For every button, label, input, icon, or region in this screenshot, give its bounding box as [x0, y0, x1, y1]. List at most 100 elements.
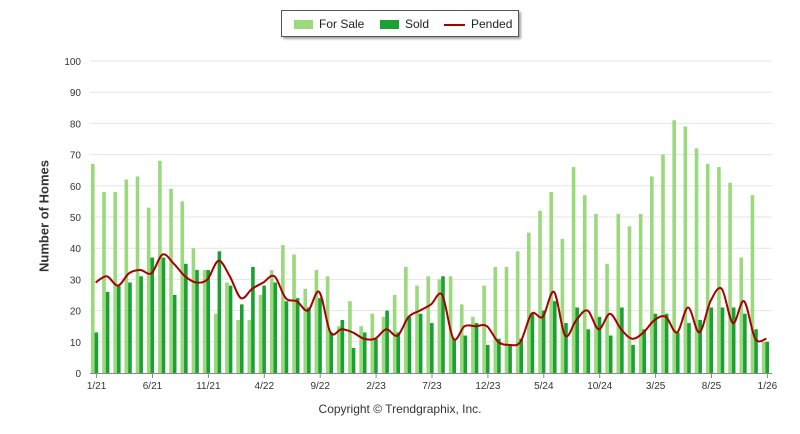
x-tick-label: 11/21 [196, 381, 221, 392]
x-tick-label: 7/23 [422, 381, 442, 392]
x-axis [90, 373, 772, 378]
x-tick-label: 6/21 [143, 381, 163, 392]
x-tick-label: 3/25 [646, 381, 666, 392]
sold-bar [597, 316, 602, 373]
sold-bar [441, 276, 445, 373]
for-sale-bar [303, 288, 308, 373]
for-sale-bar [582, 195, 587, 373]
sold-bar [307, 307, 311, 373]
for-sale-bar [650, 176, 654, 373]
x-tick-label: 12/23 [475, 381, 500, 392]
for-sale-bar [683, 126, 688, 374]
for-sale-bar [102, 192, 106, 373]
x-tick-label: 9/22 [310, 381, 330, 392]
sold-bar [575, 307, 579, 373]
sold-bar [329, 332, 333, 373]
sold-bar [273, 282, 278, 373]
y-tick-label: 40 [70, 244, 82, 255]
for-sale-bar [471, 316, 475, 373]
for-sale-bar [392, 295, 397, 373]
y-tick-label: 20 [70, 307, 82, 318]
sold-bar [295, 298, 300, 373]
sold-bar [161, 257, 166, 373]
y-axis-label: Number of Homes [36, 160, 52, 272]
sold-bars [94, 251, 770, 373]
sold-bar [116, 285, 121, 373]
legend-label-pended: Pended [471, 17, 513, 31]
sold-bar [720, 307, 725, 373]
sold-bar [374, 338, 378, 373]
sold-bar [184, 263, 188, 373]
for-sale-bar [91, 163, 95, 373]
sold-bar [631, 344, 635, 373]
for-sale-bar [426, 276, 431, 373]
pended-line [95, 253, 767, 347]
y-tick-label: 30 [70, 275, 82, 286]
sold-bar [195, 270, 199, 373]
for-sale-bar [314, 270, 319, 373]
legend-swatch-pended [444, 24, 465, 26]
sold-bar [642, 329, 647, 373]
y-axis-tick-labels: 0 10 20 30 40 50 60 70 80 90 100 [64, 57, 81, 380]
for-sale-bar [169, 188, 173, 373]
for-sale-bar [113, 192, 117, 373]
sold-bar [340, 319, 345, 373]
sold-bar [731, 307, 736, 373]
sold-bar [407, 316, 412, 373]
for-sale-bar [415, 285, 419, 373]
for-sale-bar [549, 192, 553, 373]
sold-bar [172, 295, 177, 373]
for-sale-bar [638, 213, 643, 373]
for-sale-bar [448, 276, 453, 373]
x-tick-label: 10/24 [587, 381, 612, 392]
for-sale-bar [694, 148, 699, 373]
sold-bar [552, 301, 557, 373]
sold-bar [519, 338, 524, 373]
x-tick-label: 1/21 [87, 381, 107, 392]
sold-bar [206, 270, 211, 373]
y-tick-label: 90 [70, 88, 82, 99]
sold-bar [620, 307, 624, 373]
for-sale-bar [202, 270, 207, 373]
for-sale-bar [459, 304, 464, 373]
x-tick-label: 4/22 [255, 381, 275, 392]
for-sale-bar [281, 245, 285, 373]
pended-line-layer [95, 253, 767, 347]
legend: For Sale Sold Pended [281, 10, 519, 37]
for-sale-bar [717, 167, 721, 373]
sold-bar [239, 304, 244, 373]
for-sale-bar [269, 270, 274, 373]
x-tick-label: 1/26 [758, 381, 778, 392]
sold-bar [675, 332, 680, 373]
for-sale-bar [359, 326, 363, 373]
sold-bar [362, 332, 367, 373]
sold-bar [765, 341, 770, 373]
for-sale-bar [627, 226, 632, 373]
sold-bar [754, 329, 758, 373]
sold-bar [709, 307, 714, 373]
for-sale-bar [135, 176, 140, 373]
for-sale-bar [527, 232, 531, 373]
legend-swatch-sold [380, 20, 399, 29]
for-sale-bar [370, 313, 375, 373]
for-sale-bar [538, 210, 542, 373]
copyright-footer: Copyright © Trendgraphix, Inc. [318, 402, 482, 416]
y-tick-label: 70 [70, 151, 82, 162]
for-sale-bar [292, 254, 296, 373]
sold-bar [385, 310, 389, 373]
sold-bar [284, 301, 289, 373]
sold-bar [586, 329, 591, 373]
sold-bar [150, 257, 155, 373]
for-sale-bar [739, 257, 744, 373]
sold-bar [664, 313, 669, 373]
sold-bar [508, 344, 512, 373]
for-sale-bar [158, 160, 162, 373]
for-sale-bar [560, 238, 565, 373]
y-tick-label: 10 [70, 338, 82, 349]
for-sale-bar [661, 154, 665, 373]
sold-bar [105, 291, 110, 373]
for-sale-bar [594, 213, 598, 373]
x-tick-label: 2/23 [366, 381, 386, 392]
sold-bar [396, 332, 401, 373]
